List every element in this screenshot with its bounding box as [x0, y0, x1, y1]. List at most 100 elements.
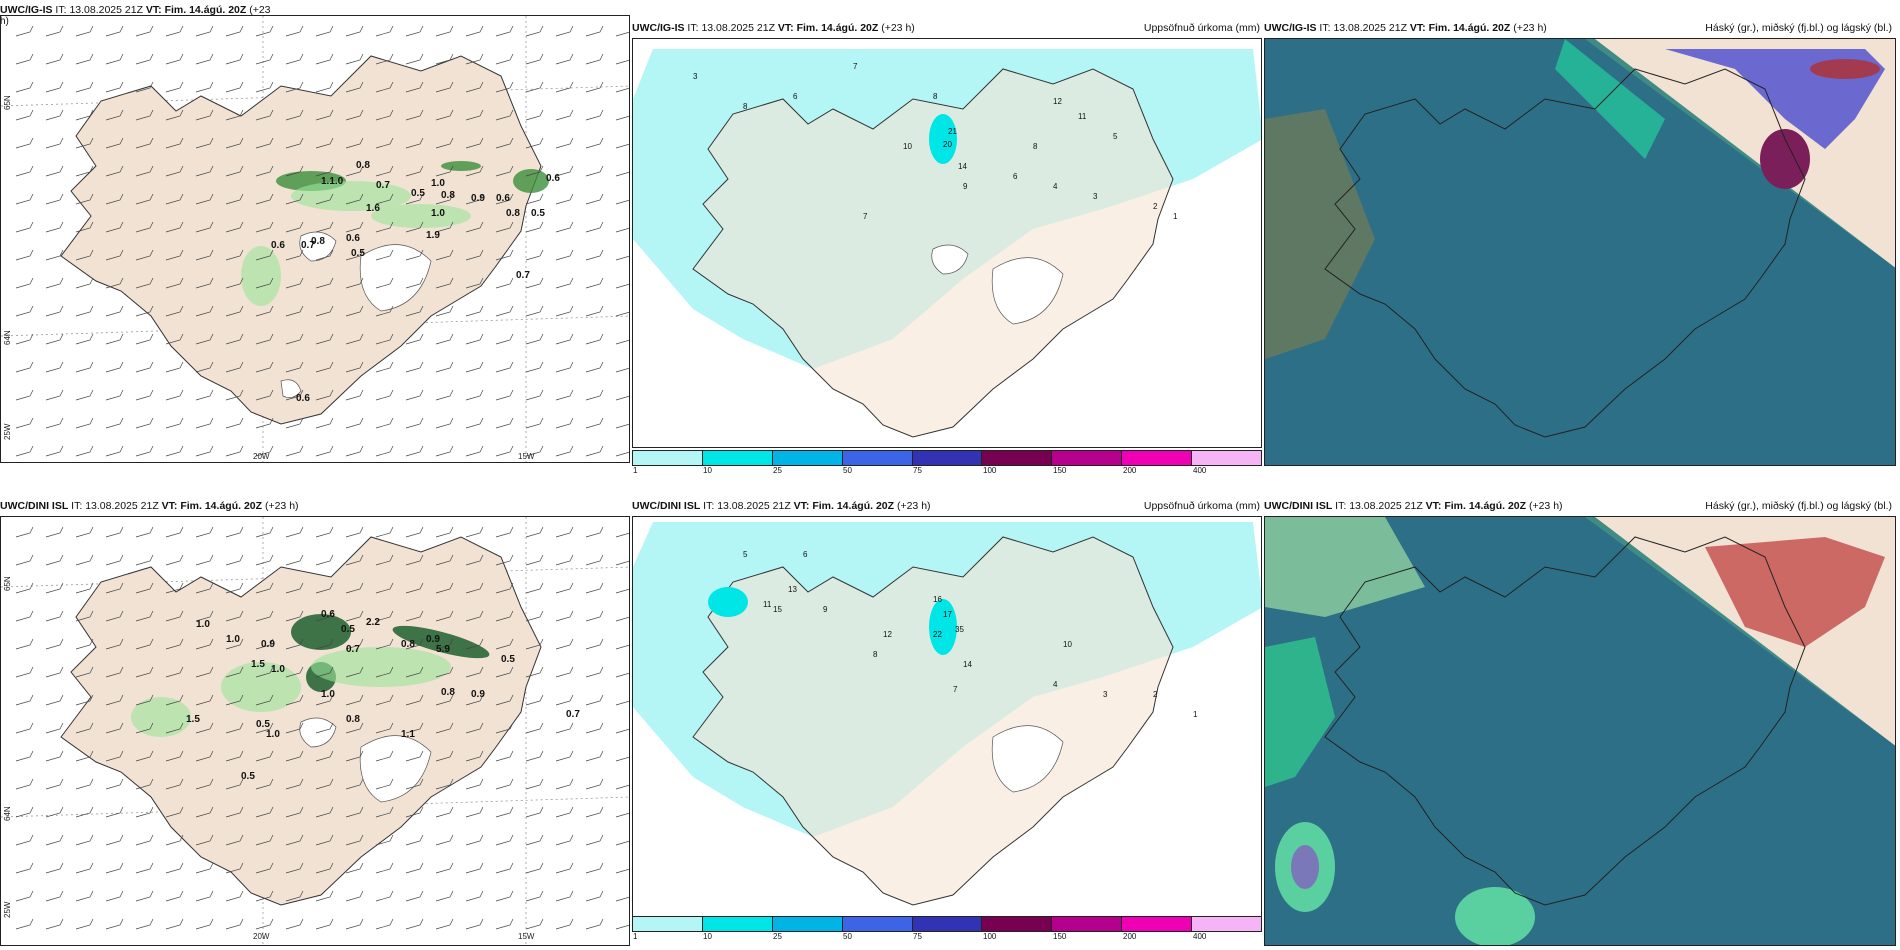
wind-barb — [75, 417, 94, 429]
wind-barb — [345, 277, 364, 289]
wind-barb — [15, 666, 34, 678]
cloud-low-area — [1265, 109, 1375, 359]
wind-barb — [555, 305, 574, 317]
wind-barb — [465, 750, 484, 762]
wind-barb — [45, 25, 64, 37]
wind-barb — [45, 778, 64, 790]
wind-barb — [255, 862, 274, 874]
wind-barb — [345, 305, 364, 317]
legend-tick: 150 — [1053, 932, 1067, 941]
wind-barb — [45, 361, 64, 373]
wind-barb — [135, 109, 154, 121]
model-name: UWC/DINI ISL — [0, 500, 69, 512]
wind-barb — [315, 610, 334, 622]
wind-barb — [105, 249, 124, 261]
wind-barb — [375, 417, 394, 429]
wind-barb — [15, 221, 34, 233]
wind-barb — [315, 361, 334, 373]
wind-barb — [405, 137, 424, 149]
wind-barb — [615, 756, 629, 762]
wind-barb — [525, 890, 544, 902]
wind-barb — [285, 333, 304, 345]
wind-barb — [195, 25, 214, 37]
wind-barb — [105, 445, 124, 457]
wind-values: 1.01.0 0.91.5 1.00.60.52.20.7 0.8 0.95.90.50… — [186, 609, 580, 782]
wind-barb — [375, 806, 394, 818]
wind-barb — [435, 305, 454, 317]
wind-barb — [555, 249, 574, 261]
wind-barb — [75, 361, 94, 373]
wind-barb — [105, 918, 124, 930]
wind-barb — [225, 25, 244, 37]
wind-barb — [345, 193, 364, 205]
wind-barb — [465, 862, 484, 874]
wind-barb — [525, 666, 544, 678]
wind-barb — [135, 638, 154, 650]
wind-barb — [75, 750, 94, 762]
map-value-label: 0.5 — [341, 624, 355, 635]
wind-barb — [615, 868, 629, 874]
map-value-label: 2 — [1153, 202, 1158, 211]
wind-barb — [75, 862, 94, 874]
wind-barb — [345, 333, 364, 345]
map-value-label: 0.8 — [441, 687, 455, 698]
map-value-label: 7 — [953, 685, 958, 694]
wind-barb — [165, 582, 184, 594]
wind-barb — [405, 333, 424, 345]
wind-barb — [285, 137, 304, 149]
wind-barb — [345, 610, 364, 622]
wind-barb — [375, 165, 394, 177]
wind-barb — [465, 610, 484, 622]
wind-barb — [15, 109, 34, 121]
wind-barb — [585, 666, 604, 678]
wind-barb — [435, 778, 454, 790]
wind-barb — [495, 890, 514, 902]
wind-barb — [375, 81, 394, 93]
map-value-label: 0.8 — [356, 160, 370, 171]
wind-barb — [195, 694, 214, 706]
field-name: Uppsöfnuð úrkoma (mm) — [1143, 22, 1260, 34]
vt-value: Fim. 14.ágú. 20Z — [164, 4, 247, 16]
wind-barb — [15, 834, 34, 846]
wind-barb — [465, 109, 484, 121]
map-value-label: 15 — [773, 605, 782, 614]
wind-barb — [195, 918, 214, 930]
wind-barb — [345, 722, 364, 734]
map-value-label: 0.9 — [261, 639, 275, 650]
wind-barb — [555, 890, 574, 902]
wind-barb — [135, 81, 154, 93]
panel-bottom-left-wind: UWC/DINI ISL IT: 13.08.2025 21Z VT: Fim.… — [0, 496, 630, 946]
precip-max-area — [929, 114, 957, 164]
wind-barb — [375, 305, 394, 317]
wind-barb — [495, 806, 514, 818]
wind-barb — [45, 109, 64, 121]
wind-barb — [435, 333, 454, 345]
wind-barb — [195, 193, 214, 205]
legend-tick: 50 — [843, 466, 852, 475]
wind-barb — [225, 417, 244, 429]
wind-barb — [405, 81, 424, 93]
wind-barb — [495, 277, 514, 289]
wind-barb — [495, 193, 514, 205]
map-value-label: 1.0 — [226, 634, 240, 645]
wind-barb — [405, 862, 424, 874]
wind-barb — [135, 862, 154, 874]
wind-barb — [15, 638, 34, 650]
map-value-label: 4 — [1053, 182, 1058, 191]
map-value-label: 0.8 — [441, 190, 455, 201]
wind-barb — [405, 918, 424, 930]
wind-barb — [435, 361, 454, 373]
wind-barb — [585, 694, 604, 706]
wind-barb — [555, 806, 574, 818]
map-value-label: 0.7 — [376, 180, 390, 191]
vt-label: VT: — [793, 500, 810, 512]
wind-barb — [615, 896, 629, 902]
wind-barb — [375, 918, 394, 930]
wind-barb — [195, 610, 214, 622]
wind-barb — [585, 554, 604, 566]
wind-barb — [135, 53, 154, 65]
cloud-high-red — [1705, 537, 1885, 647]
wind-barb — [255, 918, 274, 930]
wind-barb — [435, 109, 454, 121]
wind-barb — [165, 918, 184, 930]
